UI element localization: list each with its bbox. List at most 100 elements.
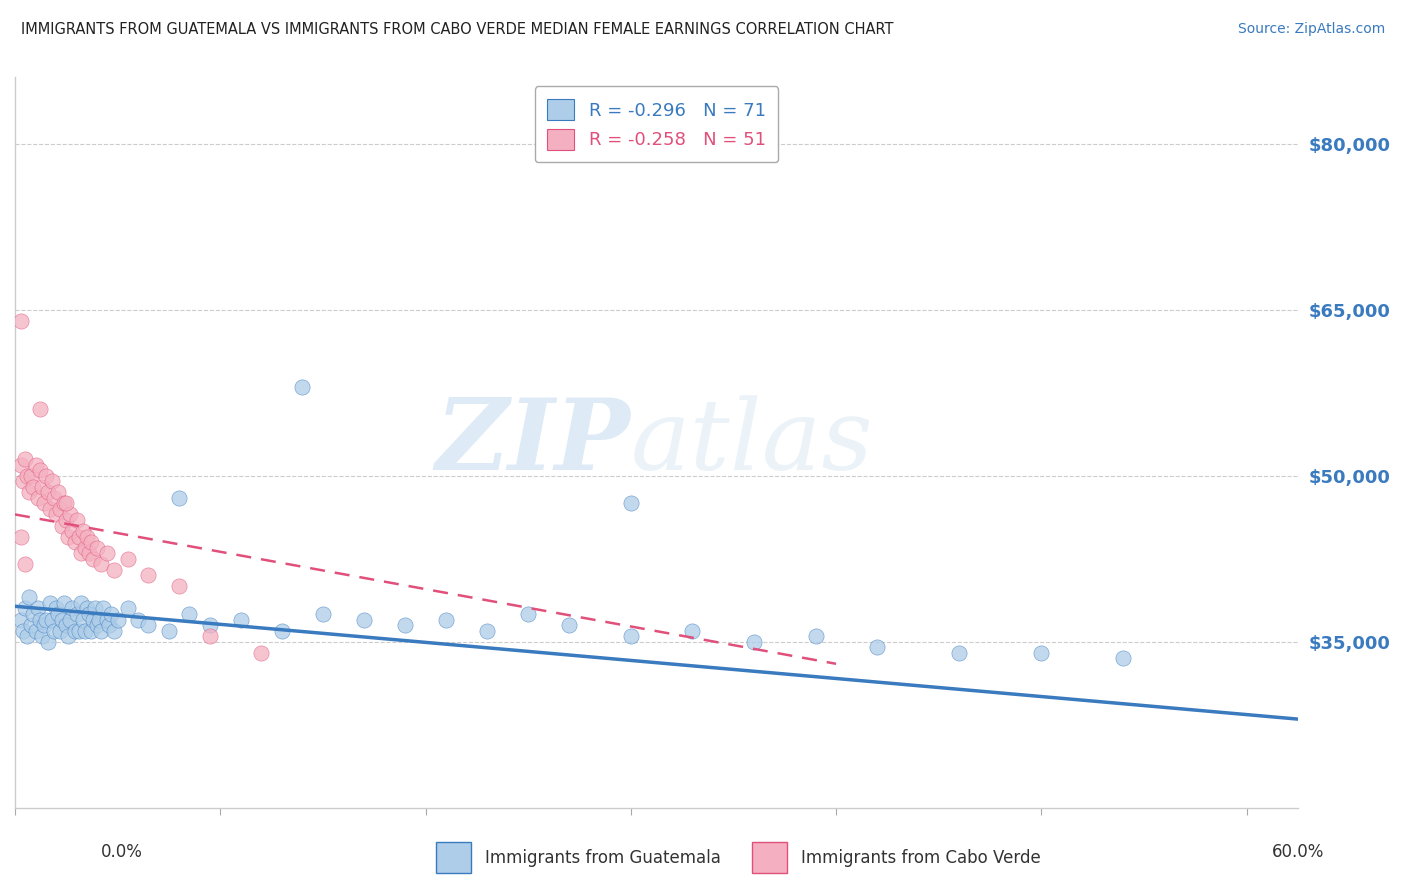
Point [86, 618, 108, 632]
Point [55, 618, 77, 632]
Point [117, 601, 139, 615]
Point [35, 468, 58, 483]
Point [41, 475, 63, 489]
Point [45, 601, 67, 615]
Point [31, 480, 53, 494]
Point [76, 530, 98, 544]
Point [138, 618, 160, 632]
Point [14, 558, 37, 572]
Point [76, 601, 98, 615]
Point [63, 535, 86, 549]
Point [103, 563, 125, 577]
Point [46, 607, 69, 621]
Point [22, 480, 45, 494]
Point [69, 546, 91, 560]
Point [35, 613, 58, 627]
Text: Immigrants from Guatemala: Immigrants from Guatemala [485, 848, 721, 867]
Point [42, 491, 65, 505]
Point [14, 601, 37, 615]
Point [67, 530, 90, 544]
Point [22, 607, 45, 621]
Point [127, 613, 149, 627]
Point [63, 624, 86, 638]
Point [948, 646, 970, 660]
Point [86, 541, 108, 555]
Point [62, 601, 84, 615]
Point [27, 601, 49, 615]
Point [18, 485, 41, 500]
Point [62, 524, 84, 538]
Point [32, 618, 55, 632]
Point [229, 613, 252, 627]
Point [80, 535, 103, 549]
Point [53, 496, 76, 510]
Point [10, 458, 32, 472]
Point [198, 629, 221, 643]
Point [84, 601, 107, 615]
Point [434, 613, 457, 627]
Point [27, 491, 49, 505]
Point [51, 518, 73, 533]
Point [46, 485, 69, 500]
Point [89, 613, 111, 627]
Point [558, 618, 581, 632]
Point [742, 634, 765, 648]
Point [51, 613, 73, 627]
Point [42, 624, 65, 638]
Point [55, 513, 77, 527]
Point [41, 613, 63, 627]
Point [13, 624, 35, 638]
Text: atlas: atlas [631, 395, 873, 491]
Point [15, 629, 38, 643]
Point [82, 551, 104, 566]
Point [138, 568, 160, 582]
Point [77, 607, 100, 621]
Point [179, 607, 201, 621]
Point [28, 613, 51, 627]
Point [620, 496, 643, 510]
Point [31, 629, 53, 643]
Point [28, 402, 51, 417]
Point [157, 624, 180, 638]
Point [82, 613, 104, 627]
Text: Immigrants from Cabo Verde: Immigrants from Cabo Verde [801, 848, 1042, 867]
Point [65, 513, 87, 527]
Point [1112, 651, 1135, 665]
Point [198, 618, 221, 632]
Point [804, 629, 827, 643]
Point [80, 624, 103, 638]
Point [65, 607, 87, 621]
Point [72, 613, 94, 627]
Point [73, 624, 96, 638]
Point [353, 613, 375, 627]
Point [96, 546, 118, 560]
Text: IMMIGRANTS FROM GUATEMALA VS IMMIGRANTS FROM CABO VERDE MEDIAN FEMALE EARNINGS C: IMMIGRANTS FROM GUATEMALA VS IMMIGRANTS … [21, 22, 894, 37]
Point [103, 624, 125, 638]
Point [475, 624, 498, 638]
Point [58, 530, 80, 544]
Point [20, 618, 42, 632]
Point [291, 380, 314, 394]
Point [45, 508, 67, 522]
Point [312, 607, 335, 621]
Text: 60.0%: 60.0% [1272, 843, 1324, 861]
Point [167, 579, 190, 593]
Point [53, 596, 76, 610]
Point [10, 530, 32, 544]
Point [28, 463, 51, 477]
Point [100, 607, 122, 621]
Text: Source: ZipAtlas.com: Source: ZipAtlas.com [1237, 22, 1385, 37]
Point [38, 596, 60, 610]
Text: 0.0%: 0.0% [101, 843, 143, 861]
Point [18, 591, 41, 605]
Point [72, 524, 94, 538]
Point [167, 491, 190, 505]
Point [24, 624, 46, 638]
Point [1031, 646, 1053, 660]
Point [20, 468, 42, 483]
Point [681, 624, 703, 638]
Legend: R = -0.296   N = 71, R = -0.258   N = 51: R = -0.296 N = 71, R = -0.258 N = 51 [534, 87, 779, 162]
Point [59, 508, 82, 522]
Point [117, 551, 139, 566]
Point [49, 624, 72, 638]
